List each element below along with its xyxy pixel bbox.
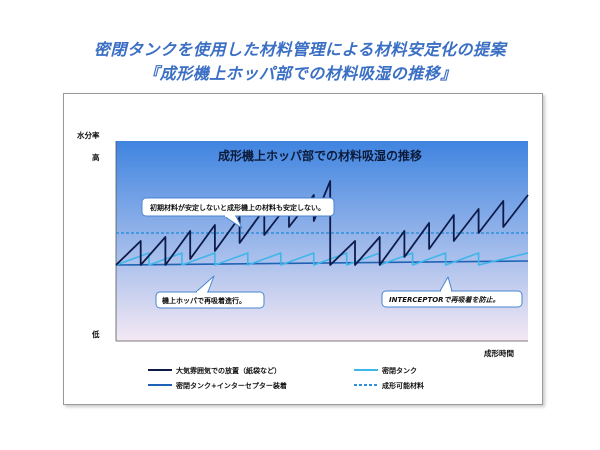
page-title-line2: 『成形機上ホッパ部での材料吸湿の推移』	[143, 64, 457, 83]
y-low-label: 低	[91, 329, 100, 339]
chart-frame: 水分率 高 低 成形時間 成形機上ホッパ部での材料吸湿の推移 初期材料が安定しな…	[63, 93, 543, 405]
legend-label-open-air: 大気雰囲気での放置（紙袋など）	[176, 366, 281, 375]
page-title-line1: 密閉タンクを使用した材料管理による材料安定化の提案	[93, 40, 507, 59]
y-high-label: 高	[92, 152, 100, 162]
callout-initial-material: 初期材料が安定しないと成形機上の材料も安定しない。	[141, 197, 335, 229]
legend-label-tank-interceptor: 密閉タンク+インターセプター装着	[176, 381, 287, 390]
chart-svg: 水分率 高 低 成形時間 成形機上ホッパ部での材料吸湿の推移 初期材料が安定しな…	[77, 130, 529, 390]
legend-label-sealed-tank: 密閉タンク	[382, 366, 417, 375]
legend-label-moldable: 成形可能材料	[382, 381, 424, 390]
callout-initial-text: 初期材料が安定しないと成形機上の材料も安定しない。	[150, 203, 325, 212]
legend: 大気雰囲気での放置（紙袋など） 密閉タンク 密閉タンク+インターセプター装着 成…	[148, 366, 424, 390]
chart-title: 成形機上ホッパ部での材料吸湿の推移	[218, 148, 422, 163]
callout-interceptor-text: INTERCEPTORで再吸着を防止。	[389, 295, 500, 304]
callout-interceptor: INTERCEPTORで再吸着を防止。	[381, 276, 523, 308]
plot-background	[116, 141, 528, 341]
callout-hopper-reabsorb: 機上ホッパで再吸着進行。	[155, 275, 265, 309]
x-axis-label: 成形時間	[484, 348, 514, 358]
series-sealed-tank	[115, 252, 529, 266]
y-axis-label: 水分率	[77, 130, 100, 140]
callout-hopper-text: 機上ホッパで再吸着進行。	[162, 296, 246, 305]
